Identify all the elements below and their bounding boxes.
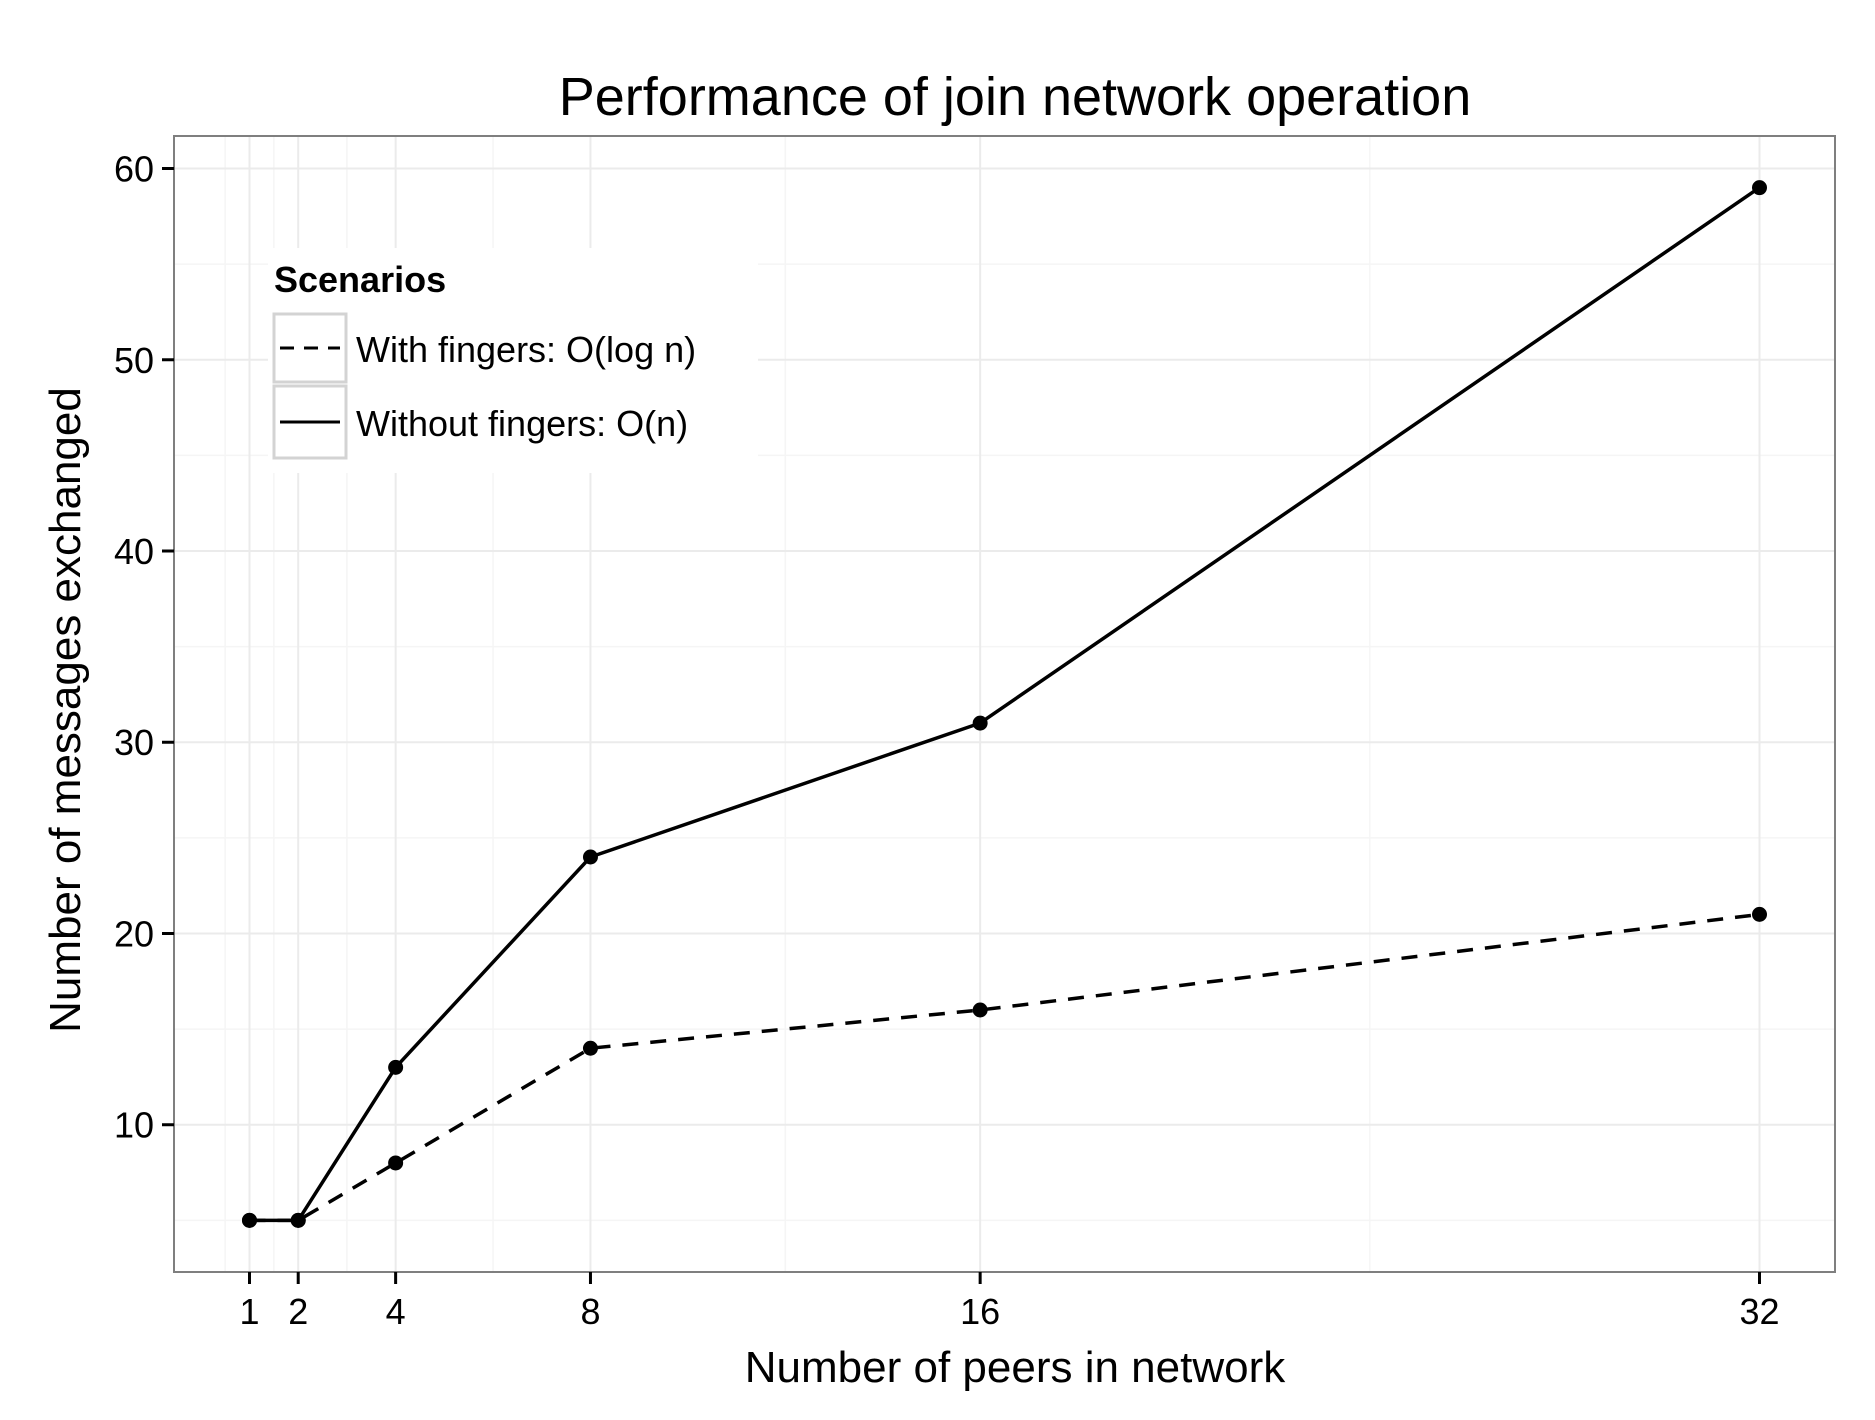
x-axis-label: Number of peers in network — [745, 1343, 1286, 1392]
x-tick-label: 16 — [960, 1291, 1000, 1332]
data-point-without-fingers — [290, 1212, 306, 1228]
data-point-without-fingers — [388, 1059, 404, 1075]
y-tick-label: 60 — [114, 149, 154, 190]
data-point-with-fingers — [1752, 906, 1767, 922]
x-tick-label: 4 — [386, 1291, 406, 1332]
x-tick-label: 8 — [580, 1291, 600, 1332]
y-tick-label: 40 — [114, 531, 154, 572]
data-point-with-fingers — [582, 1040, 598, 1056]
axis-layer: 1 2 4 8 16 32 10 20 30 40 50 60 — [114, 135, 1836, 1332]
series-line-with-fingers — [249, 912, 1760, 1223]
legend-title: Scenarios — [274, 259, 446, 300]
series-line-without-fingers — [249, 186, 1761, 1223]
data-point-without-fingers — [582, 849, 598, 865]
legend-label: Without fingers: O(n) — [356, 403, 688, 444]
y-tick-label: 50 — [114, 340, 154, 381]
y-tick-label: 10 — [114, 1105, 154, 1146]
x-tick-label: 1 — [239, 1291, 259, 1332]
plot-panel-border — [173, 135, 1836, 1273]
legend: Scenarios With fingers: O(log n) Without… — [268, 248, 758, 473]
data-point-without-fingers — [972, 715, 988, 731]
x-tick-label: 2 — [288, 1291, 308, 1332]
legend-background — [268, 248, 758, 473]
x-tick-label: 32 — [1739, 1291, 1779, 1332]
y-tick-label: 20 — [114, 913, 154, 954]
y-axis-label: Number of messages exchanged — [41, 387, 90, 1033]
data-point-without-fingers — [242, 1212, 257, 1228]
series-layer — [242, 180, 1767, 1228]
data-point-with-fingers — [388, 1155, 404, 1171]
data-point-with-fingers — [972, 1002, 988, 1018]
legend-label: With fingers: O(log n) — [356, 329, 696, 370]
y-tick-label: 30 — [114, 722, 154, 763]
chart-title: Performance of join network operation — [559, 67, 1472, 127]
data-point-without-fingers — [1752, 180, 1767, 196]
